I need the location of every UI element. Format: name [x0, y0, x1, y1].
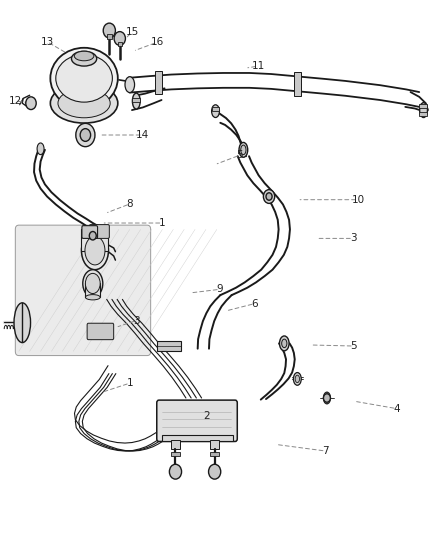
Text: 7: 7 [322, 446, 329, 456]
Ellipse shape [293, 373, 301, 385]
Bar [210, 440, 219, 449]
Bar [294, 72, 301, 96]
Ellipse shape [132, 93, 140, 109]
FancyBboxPatch shape [15, 225, 151, 356]
Ellipse shape [58, 88, 110, 118]
FancyBboxPatch shape [157, 400, 237, 441]
Text: 5: 5 [237, 150, 243, 160]
Text: 10: 10 [352, 195, 365, 205]
Ellipse shape [14, 303, 31, 343]
Ellipse shape [85, 295, 100, 300]
Bar [210, 451, 219, 456]
Circle shape [26, 97, 36, 110]
Text: 3: 3 [350, 233, 357, 244]
Ellipse shape [71, 51, 97, 66]
FancyBboxPatch shape [87, 323, 114, 340]
Text: 1: 1 [159, 218, 166, 228]
Bar [171, 451, 180, 456]
Circle shape [263, 190, 275, 204]
Bar [81, 229, 109, 251]
Text: 11: 11 [251, 61, 265, 71]
Circle shape [170, 464, 182, 479]
Bar [107, 34, 112, 38]
Ellipse shape [83, 270, 103, 297]
Ellipse shape [37, 143, 44, 155]
Text: 12: 12 [9, 96, 22, 106]
Bar [212, 108, 219, 111]
Ellipse shape [56, 54, 113, 102]
Ellipse shape [239, 142, 248, 157]
Ellipse shape [212, 105, 219, 117]
Ellipse shape [282, 339, 287, 348]
Ellipse shape [295, 375, 300, 383]
Circle shape [103, 23, 116, 38]
Text: 13: 13 [40, 37, 54, 47]
Ellipse shape [81, 231, 109, 270]
Text: 4: 4 [393, 403, 400, 414]
Text: 16: 16 [151, 37, 164, 47]
Text: 5: 5 [350, 341, 357, 351]
Text: 14: 14 [136, 130, 149, 140]
Bar [162, 435, 233, 441]
Text: 15: 15 [125, 27, 138, 37]
Circle shape [80, 128, 91, 141]
Circle shape [76, 123, 95, 147]
Ellipse shape [420, 103, 427, 117]
Ellipse shape [85, 273, 100, 294]
Ellipse shape [125, 77, 134, 93]
Bar [171, 440, 180, 449]
Bar [419, 104, 427, 109]
Ellipse shape [74, 51, 94, 61]
Ellipse shape [241, 145, 246, 155]
Text: 3: 3 [133, 316, 140, 326]
Bar [155, 71, 162, 94]
Bar [157, 341, 181, 351]
FancyBboxPatch shape [82, 225, 98, 238]
Bar [132, 99, 140, 102]
FancyBboxPatch shape [89, 224, 110, 238]
Ellipse shape [279, 336, 289, 351]
Ellipse shape [323, 392, 330, 404]
Bar [85, 284, 100, 297]
Circle shape [323, 394, 330, 402]
Circle shape [114, 31, 125, 45]
Text: 1: 1 [127, 378, 133, 388]
Text: 8: 8 [127, 199, 133, 209]
Text: 6: 6 [251, 298, 258, 309]
Ellipse shape [50, 48, 118, 109]
Circle shape [208, 464, 221, 479]
Text: 2: 2 [204, 411, 210, 421]
Circle shape [266, 193, 272, 200]
Text: 9: 9 [216, 284, 223, 294]
Bar [419, 112, 427, 116]
Ellipse shape [85, 236, 105, 265]
Bar [117, 42, 122, 46]
Circle shape [89, 231, 96, 240]
Ellipse shape [50, 83, 118, 123]
